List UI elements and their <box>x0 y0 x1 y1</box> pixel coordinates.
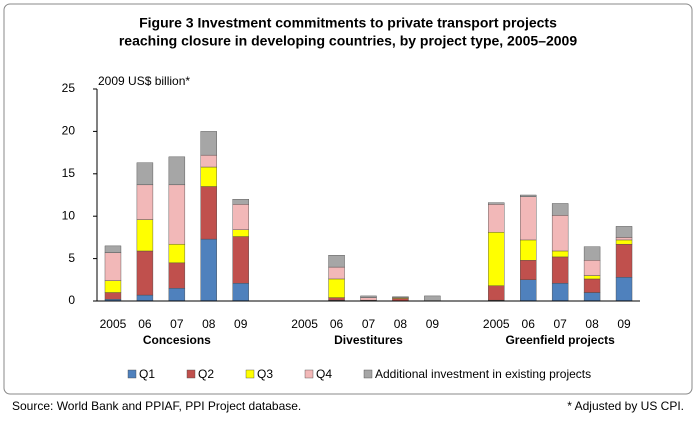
bar-segment <box>136 250 154 296</box>
source: Source: World Bank and PPIAF, PPI Projec… <box>12 399 301 413</box>
legend-label: Q1 <box>139 367 155 381</box>
legend-label: Additional investment in existing projec… <box>375 367 591 381</box>
x-tick-label: 08 <box>585 317 599 331</box>
bar-segment <box>168 288 186 302</box>
bar-segment <box>520 194 537 197</box>
bar-segment <box>200 154 217 168</box>
x-tick-label: 2005 <box>291 317 318 331</box>
bar-segment <box>168 156 186 186</box>
legend-label: Q3 <box>257 367 273 381</box>
y-tick-label: 5 <box>68 251 75 265</box>
bar-segment <box>200 131 217 156</box>
y-axis-label: 2009 US$ billion* <box>98 74 190 88</box>
bar-segment <box>136 184 154 220</box>
bar-segment <box>360 297 377 301</box>
bar-segment <box>583 260 601 276</box>
bar-segment <box>200 166 217 187</box>
x-tick-label: 06 <box>330 317 344 331</box>
bar-segment <box>583 292 601 302</box>
note: * Adjusted by US CPI. <box>567 399 684 413</box>
bar-segment <box>328 255 345 268</box>
bar-segment <box>104 292 122 300</box>
x-tick-label: 07 <box>553 317 567 331</box>
x-tick-label: 2005 <box>483 317 510 331</box>
bar-segment <box>551 250 569 258</box>
legend-swatch <box>186 369 196 379</box>
bar-segment <box>488 285 505 301</box>
bar-segment <box>615 226 633 238</box>
bar-segment <box>488 232 505 286</box>
bar-segment <box>232 204 249 230</box>
chart-title: Figure 3 Investment commitments to priva… <box>139 15 557 31</box>
bar-segment <box>583 275 601 280</box>
y-tick-label: 25 <box>62 81 76 95</box>
x-tick-label: 2005 <box>100 317 127 331</box>
bar-segment <box>104 245 122 253</box>
x-tick-label: 06 <box>522 317 536 331</box>
x-tick-label: 09 <box>426 317 440 331</box>
bar-segment <box>104 280 122 293</box>
bar-segment <box>520 239 537 261</box>
bar-segment <box>488 204 505 233</box>
x-tick-label: 07 <box>170 317 184 331</box>
bar-segment <box>328 266 345 280</box>
group-label: Divestitures <box>334 333 403 347</box>
bar-segment <box>583 246 601 261</box>
x-tick-label: 09 <box>234 317 248 331</box>
bar-segment <box>424 295 441 302</box>
y-tick-label: 20 <box>62 124 76 138</box>
bar-segment <box>136 294 154 302</box>
bar-segment <box>232 236 249 284</box>
bar-segment <box>583 278 601 293</box>
bar-segment <box>615 277 633 302</box>
legend-swatch <box>127 369 137 379</box>
bar-segment <box>615 243 633 278</box>
x-tick-label: 07 <box>362 317 376 331</box>
bar-segment <box>615 239 633 245</box>
bar-segment <box>328 297 345 301</box>
bar-segment <box>200 186 217 240</box>
bar-segment <box>136 219 154 252</box>
bar-segment <box>551 282 569 302</box>
bar-segment <box>232 282 249 302</box>
bar-segment <box>168 184 186 245</box>
bar-segment <box>200 238 217 302</box>
y-tick-label: 10 <box>62 208 76 222</box>
legend-swatch <box>304 369 314 379</box>
y-tick-label: 15 <box>62 166 76 180</box>
legend-swatch <box>363 369 373 379</box>
bar-segment <box>232 199 249 205</box>
bar-segment <box>615 237 633 241</box>
x-tick-label: 08 <box>202 317 216 331</box>
legend-label: Q2 <box>198 367 214 381</box>
x-tick-label: 08 <box>394 317 408 331</box>
bar-segment <box>360 295 377 298</box>
bar-segment <box>232 229 249 237</box>
legend-label: Q4 <box>316 367 332 381</box>
bar-segment <box>488 202 505 205</box>
x-tick-label: 06 <box>138 317 152 331</box>
legend-swatch <box>245 369 255 379</box>
bar-segment <box>551 256 569 284</box>
bar-segment <box>392 296 409 298</box>
bar-segment <box>136 162 154 186</box>
bar-segment <box>520 260 537 280</box>
bar-segment <box>168 262 186 289</box>
bar-segment <box>104 252 122 281</box>
chart-title: reaching closure in developing countries… <box>119 33 577 49</box>
bar-segment <box>168 243 186 264</box>
group-label: Concesions <box>143 333 211 347</box>
bar-segment <box>520 279 537 302</box>
bar-segment <box>551 215 569 252</box>
bar-segment <box>551 203 569 216</box>
group-label: Greenfield projects <box>505 333 615 347</box>
y-tick-label: 0 <box>68 293 75 307</box>
bar-segment <box>520 196 537 241</box>
x-tick-label: 09 <box>617 317 631 331</box>
bar-segment <box>328 278 345 298</box>
